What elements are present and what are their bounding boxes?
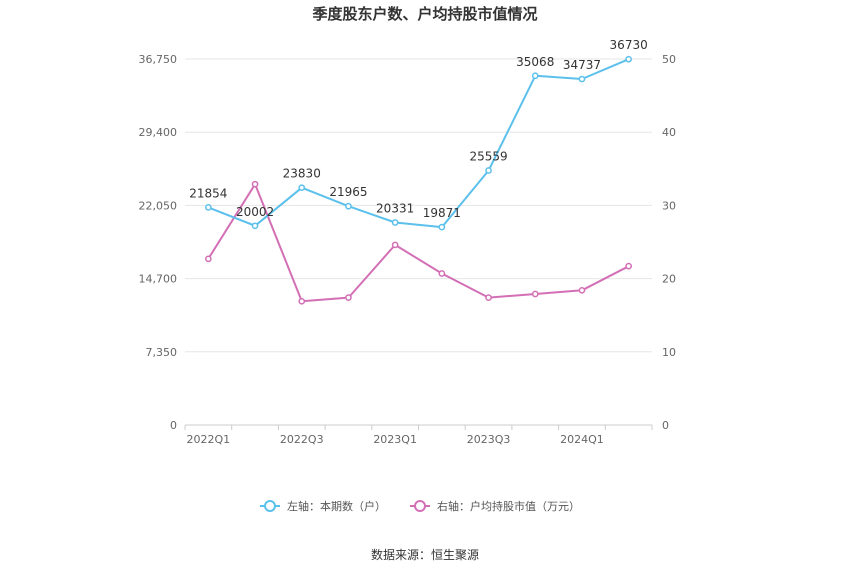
left-axis-ticks: 0 7,350 14,700 22,050 29,400 36,750 <box>139 53 178 432</box>
data-point-left[interactable] <box>578 75 586 83</box>
right-tick-label: 40 <box>662 126 676 139</box>
data-point-left[interactable] <box>531 72 539 80</box>
right-tick-label: 50 <box>662 53 676 66</box>
data-point-right[interactable] <box>298 297 306 305</box>
data-point-left[interactable] <box>438 223 446 231</box>
data-label: 35068 <box>516 55 554 69</box>
left-tick-label: 36,750 <box>139 53 178 66</box>
series-line-left <box>207 58 630 229</box>
data-label: 23830 <box>283 167 321 181</box>
data-label: 21854 <box>189 186 227 200</box>
legend-item-0[interactable]: 左轴：本期数（户） <box>260 499 386 513</box>
x-tick-label: 2024Q1 <box>560 433 604 446</box>
x-tick-label: 2022Q1 <box>187 433 231 446</box>
legend-marker <box>414 500 426 512</box>
data-point-right[interactable] <box>531 290 539 298</box>
data-point-left[interactable] <box>485 167 492 174</box>
right-tick-label: 0 <box>662 419 669 432</box>
data-point-right[interactable] <box>438 270 446 277</box>
data-label: 20002 <box>236 205 274 219</box>
data-point-right[interactable] <box>391 241 399 249</box>
data-point-left[interactable] <box>298 184 306 192</box>
series-line-right <box>207 183 630 303</box>
x-tick-label: 2023Q3 <box>467 433 511 446</box>
data-label: 21965 <box>329 185 367 199</box>
data-point-right[interactable] <box>345 294 352 301</box>
left-tick-label: 22,050 <box>139 199 178 212</box>
series-group: 21854 20002 23830 21965 20331 19871 25559 35068… <box>189 38 648 305</box>
data-point-right[interactable] <box>485 294 492 301</box>
grid <box>185 58 652 426</box>
left-tick-label: 14,700 <box>139 273 178 286</box>
x-tick-label: 2022Q3 <box>280 433 324 446</box>
data-point-right[interactable] <box>251 180 259 188</box>
legend-marker <box>264 500 276 512</box>
data-point-right[interactable] <box>205 255 212 263</box>
data-label: 34737 <box>563 58 601 72</box>
legend-label: 左轴：本期数（户） <box>287 499 386 513</box>
data-point-left[interactable] <box>205 204 212 211</box>
data-point-left[interactable] <box>625 55 633 63</box>
data-point-right[interactable] <box>625 262 633 270</box>
right-axis-ticks: 0 10 20 30 40 50 <box>662 53 676 432</box>
data-label: 20331 <box>376 202 414 216</box>
data-point-left[interactable] <box>251 222 259 230</box>
data-source: 数据来源：恒生聚源 <box>371 547 479 562</box>
legend-item-1[interactable]: 右轴：户均持股市值（万元） <box>410 499 580 513</box>
data-point-left[interactable] <box>391 219 399 226</box>
chart-title: 季度股东户数、户均持股市值情况 <box>312 5 537 23</box>
x-tick-label: 2023Q1 <box>373 433 417 446</box>
x-axis-ticks: 2022Q1 2022Q3 2023Q1 2023Q3 2024Q1 <box>184 425 653 446</box>
legend-label: 右轴：户均持股市值（万元） <box>437 499 580 513</box>
left-tick-label: 7,350 <box>146 346 178 359</box>
right-tick-label: 10 <box>662 346 676 359</box>
left-tick-label: 0 <box>170 419 177 432</box>
data-label: 19871 <box>423 206 461 220</box>
legend[interactable]: 左轴：本期数（户） 右轴：户均持股市值（万元） <box>260 499 580 513</box>
data-label: 25559 <box>469 149 507 163</box>
data-label: 36730 <box>610 38 648 52</box>
data-point-right[interactable] <box>578 286 586 294</box>
right-tick-label: 30 <box>662 199 676 212</box>
data-point-left[interactable] <box>345 202 352 210</box>
left-tick-label: 29,400 <box>139 126 178 139</box>
right-tick-label: 20 <box>662 273 676 286</box>
